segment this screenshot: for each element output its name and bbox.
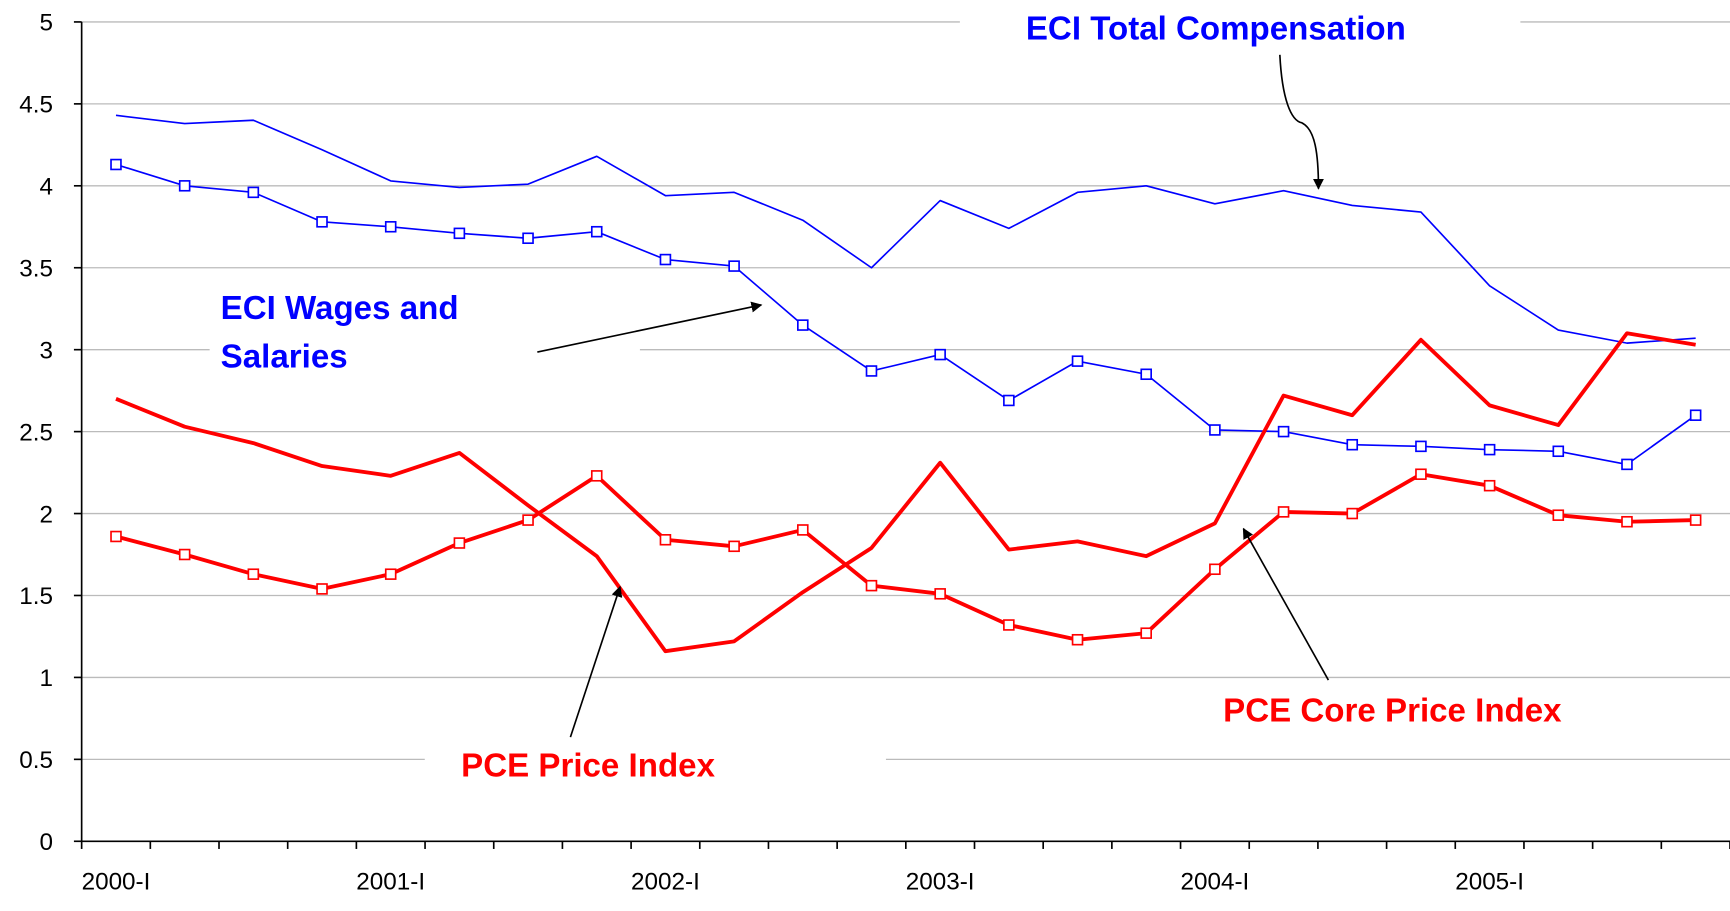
series-line: [115, 472, 1696, 642]
y-tick-label: 0: [39, 829, 52, 856]
point-marker: [1277, 506, 1290, 518]
point-marker: [590, 225, 603, 238]
y-tick-label: 2: [39, 501, 52, 528]
arrow: [1242, 527, 1330, 681]
point-marker: [659, 253, 672, 266]
y-tick-label: 0.5: [19, 747, 53, 774]
point-marker: [1621, 515, 1633, 528]
y-tick-label: 4.5: [19, 92, 53, 119]
y-tick-label: 4: [39, 174, 52, 201]
point-marker: [1552, 509, 1565, 521]
point-marker: [1552, 445, 1565, 458]
series-label-box: ECI Wages and Salaries: [220, 290, 459, 376]
y-tick-label: 1: [39, 665, 52, 692]
y-tick-label: 5: [39, 10, 52, 37]
label-bg: [959, 4, 1521, 55]
series-label: ECI Total Compensation: [1026, 10, 1406, 47]
annotations: ECI Total Compensation ECI Wages and Sal…: [209, 4, 1562, 790]
point-marker: [110, 158, 122, 171]
point-marker: [1483, 443, 1496, 456]
label-bg: [424, 741, 886, 790]
point-marker: [934, 588, 946, 600]
point-marker: [522, 232, 534, 245]
grid: [81, 21, 1730, 761]
point-marker: [522, 514, 534, 526]
point-marker: [316, 583, 328, 595]
point-marker: [384, 221, 397, 233]
point-marker: [865, 365, 878, 377]
point-marker: [1209, 563, 1221, 576]
point-marker: [1415, 440, 1427, 453]
point-marker: [590, 470, 603, 482]
series-label: ECI Wages and Salaries: [220, 290, 459, 376]
label-bg: [209, 282, 640, 382]
point-marker: [1689, 514, 1702, 526]
point-marker: [453, 227, 466, 240]
arrow: [537, 301, 763, 353]
point-marker: [1003, 619, 1015, 631]
point-marker: [1415, 468, 1427, 480]
point-marker: [659, 534, 672, 546]
point-marker: [797, 524, 809, 536]
series-layer: [110, 114, 1702, 654]
point-marker: [110, 530, 122, 543]
point-marker: [1621, 458, 1633, 471]
point-marker: [728, 540, 740, 553]
y-tick-label: 1.5: [19, 583, 53, 610]
y-tick-label: 3.5: [19, 256, 53, 283]
x-tick-label: 2004-I: [1180, 869, 1249, 896]
x-tick-label: 2000-I: [82, 869, 151, 896]
point-marker: [1483, 479, 1496, 492]
point-marker: [247, 186, 260, 199]
arrow: [1279, 54, 1324, 190]
arrow: [569, 585, 623, 738]
series-line: [115, 163, 1697, 466]
point-marker: [247, 568, 260, 580]
point-marker: [865, 579, 878, 592]
point-marker: [178, 180, 191, 192]
y-tick-label: 2.5: [19, 419, 53, 446]
point-marker: [797, 319, 809, 331]
point-marker: [316, 216, 328, 228]
series-line: [115, 114, 1696, 344]
series-label: PCE Price Index: [461, 747, 715, 784]
point-marker: [1209, 424, 1221, 436]
series-line: [115, 331, 1696, 654]
point-marker: [934, 348, 946, 361]
point-marker: [728, 260, 740, 272]
point-marker: [1346, 438, 1359, 451]
point-marker: [1140, 627, 1153, 639]
point-marker: [1277, 425, 1290, 438]
y-tick-label: 3: [39, 338, 52, 365]
point-marker: [1003, 394, 1015, 407]
point-marker: [1140, 368, 1153, 381]
x-tick-label: 2002-I: [631, 869, 700, 896]
x-tick-label: 2001-I: [356, 869, 425, 896]
point-marker: [384, 568, 397, 580]
point-marker: [178, 548, 191, 561]
point-marker: [1689, 409, 1702, 421]
x-tick-label: 2005-I: [1455, 869, 1524, 896]
series-label: PCE Core Price Index: [1223, 692, 1562, 729]
point-marker: [453, 537, 466, 549]
point-marker: [1346, 507, 1359, 520]
x-tick-label: 2003-I: [906, 869, 975, 896]
point-marker: [1071, 633, 1084, 646]
point-marker: [1071, 355, 1084, 367]
